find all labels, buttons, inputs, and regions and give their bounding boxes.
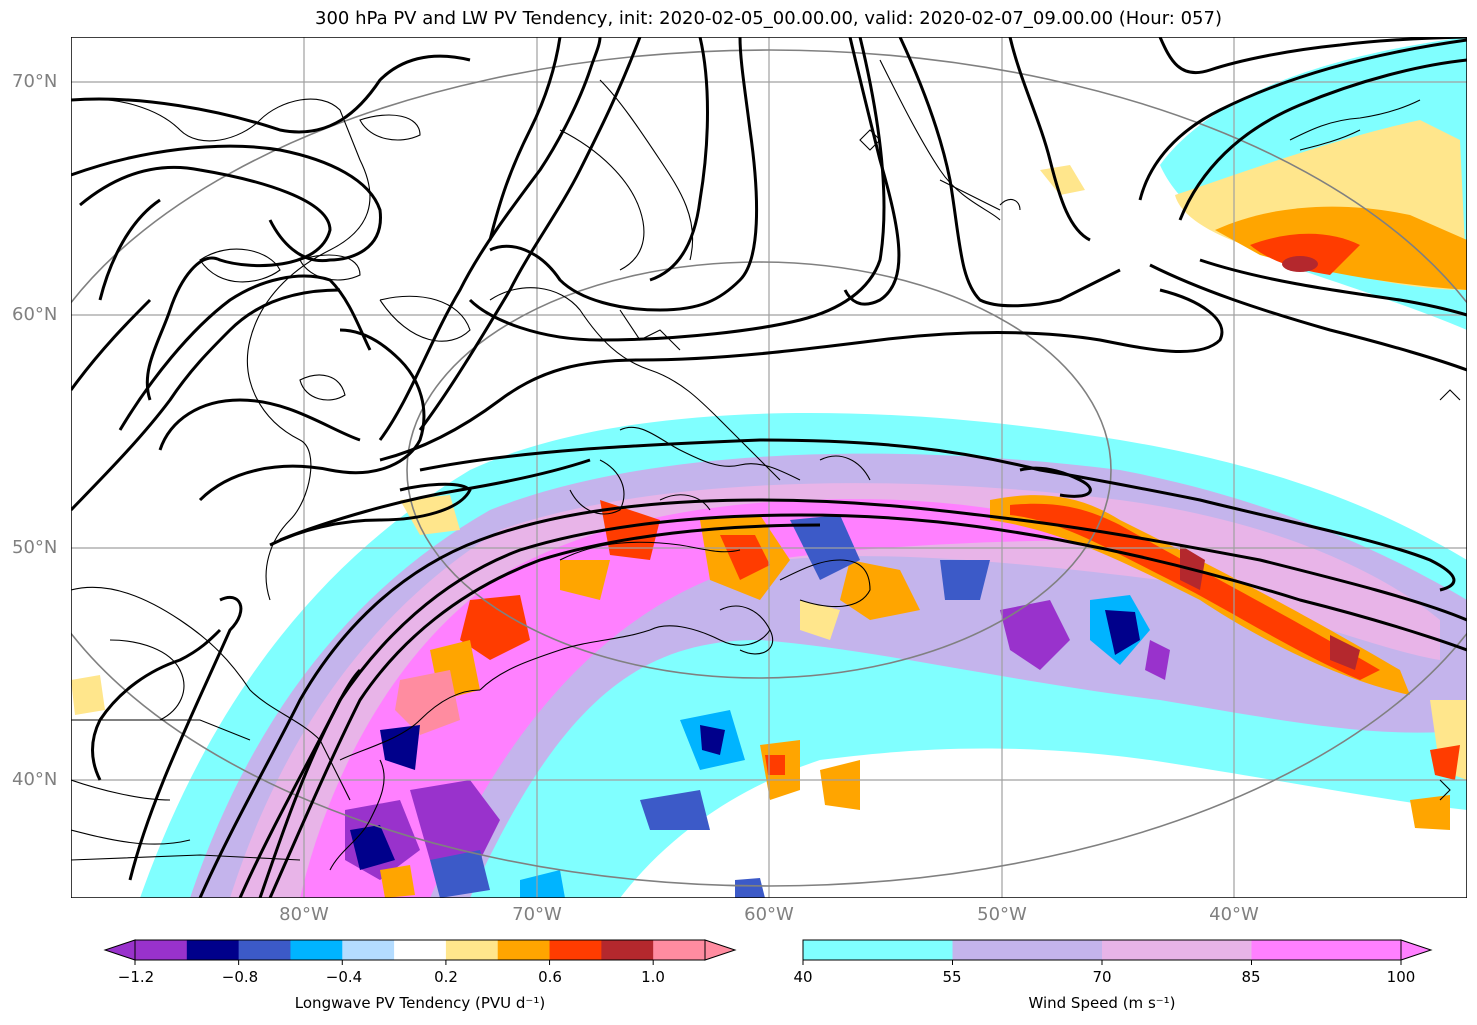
lon-label-40w: 40°W	[1209, 904, 1259, 925]
range-rings	[71, 49, 1467, 887]
pv-tick-5: 1.0	[641, 968, 665, 986]
ws-colorbar-swatch	[803, 940, 953, 960]
pv-colorbar-frame	[134, 939, 706, 961]
ws-over-arrow	[1400, 939, 1433, 961]
lat-label-40n: 40°N	[12, 769, 58, 790]
lon-label-70w: 70°W	[512, 904, 562, 925]
ws-colorbar-swatch	[952, 940, 1103, 960]
ws-tick-4: 100	[1386, 968, 1416, 986]
pv-colorbar-swatch	[445, 940, 499, 960]
lat-label-60n: 60°N	[12, 304, 58, 325]
ws-tick-2: 70	[1092, 968, 1112, 986]
pv-over-arrow	[704, 939, 737, 961]
pv-colorbar-swatch	[290, 940, 343, 960]
pv-colorbar-swatch	[135, 940, 188, 960]
page-title: 300 hPa PV and LW PV Tendency, init: 202…	[315, 8, 1222, 29]
lat-label-70n: 70°N	[12, 71, 58, 92]
pv-colorbar-swatch	[342, 940, 395, 960]
coastlines	[71, 59, 1461, 871]
lon-label-80w: 80°W	[279, 904, 329, 925]
pv-colorbar-label: Longwave PV Tendency (PVU d⁻¹)	[294, 994, 546, 1012]
pv-tick-0: −1.2	[117, 968, 155, 986]
pv-contours	[71, 37, 1467, 898]
pv-tick-1: −0.8	[221, 968, 259, 986]
pv-tendency-colorbar	[103, 939, 737, 965]
ws-tick-0: 40	[793, 968, 813, 986]
pv-colorbar-swatch	[394, 940, 447, 960]
pv-tick-2: −0.4	[325, 968, 363, 986]
ws-colorbar-label: Wind Speed (m s⁻¹)	[1028, 994, 1176, 1012]
pv-colorbar-swatch	[238, 940, 291, 960]
pv-under-arrow	[103, 939, 136, 961]
lat-label-50n: 50°N	[12, 537, 58, 558]
ws-tick-3: 85	[1241, 968, 1261, 986]
pv-tick-3: 0.2	[434, 968, 458, 986]
pv-colorbar-swatch	[186, 940, 240, 960]
ws-tick-1: 55	[942, 968, 962, 986]
ws-colorbar-swatch	[1102, 940, 1252, 960]
wind-speed-colorbar	[802, 939, 1433, 965]
pv-colorbar-swatch	[497, 940, 551, 960]
lon-label-50w: 50°W	[977, 904, 1027, 925]
pv-colorbar-swatch	[549, 940, 602, 960]
pv-colorbar-swatch	[653, 940, 706, 960]
lon-label-60w: 60°W	[744, 904, 794, 925]
pv-colorbar-swatch	[601, 940, 654, 960]
ws-colorbar-swatch	[1251, 940, 1402, 960]
pv-tick-4: 0.6	[538, 968, 562, 986]
